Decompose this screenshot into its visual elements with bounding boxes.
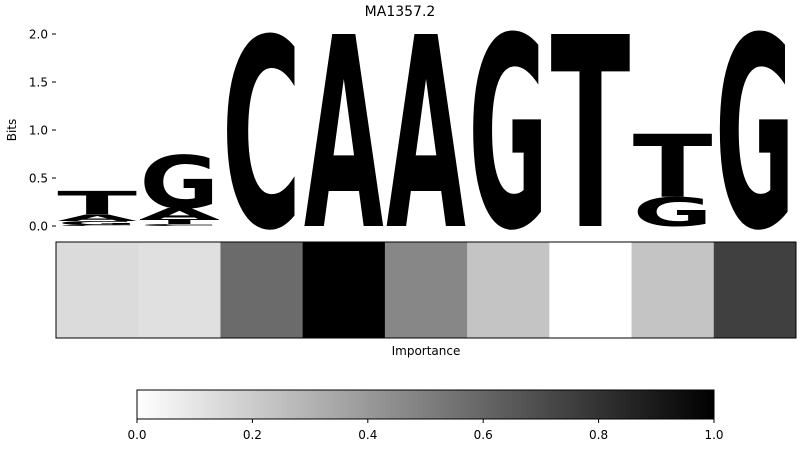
logo-letter-T: T	[551, 0, 631, 289]
heatmap-cell	[631, 242, 715, 338]
logo-letter-A: A	[386, 0, 466, 289]
logo-letter-T: T	[139, 218, 219, 226]
heatmap-cell	[220, 242, 304, 338]
heatmap-cell	[302, 242, 386, 338]
logo-letter-A: A	[139, 205, 219, 223]
heatmap-cell	[713, 242, 797, 338]
heatmap-cells	[56, 242, 797, 338]
logo-letter-G: G	[633, 190, 713, 236]
colorbar-tick-label: 0.6	[474, 428, 493, 442]
colorbar-tick-label: 0.0	[127, 428, 146, 442]
logo-letter-C: C	[57, 225, 137, 227]
logo-letter-T: T	[633, 117, 713, 218]
logo-y-tick-label: 0.0	[29, 220, 48, 234]
logo-letter-A: A	[304, 0, 384, 289]
logo-y-tick-label: 2.0	[29, 28, 48, 42]
colorbar-tick-label: 0.2	[243, 428, 262, 442]
logo-y-axis: 0.0 0.5 1.0 1.5 2.0	[29, 28, 56, 234]
colorbar-tick-label: 1.0	[704, 428, 723, 442]
logo-title: MA1357.2	[365, 4, 436, 20]
logo-letter-A: A	[57, 213, 137, 224]
colorbar-ticks: 0.0 0.2 0.4 0.6 0.8 1.0	[127, 419, 724, 442]
logo-y-axis-label: Bits	[5, 119, 19, 142]
logo-letter-T: T	[57, 186, 137, 223]
logo-y-tick-label: 0.5	[29, 172, 48, 186]
heatmap-frame	[55, 241, 797, 339]
heatmap-x-axis-label: Importance	[392, 344, 461, 358]
logo-letter-C: C	[222, 0, 302, 289]
logo-letter-C: C	[139, 224, 219, 227]
colorbar-tick-label: 0.8	[589, 428, 608, 442]
colorbar-gradient	[136, 389, 715, 420]
heatmap-cell	[549, 242, 633, 338]
heatmap-cell	[384, 242, 468, 338]
logo-y-tick-label: 1.0	[29, 124, 48, 138]
heatmap-cell	[56, 242, 139, 338]
heatmap-cell	[138, 242, 221, 338]
logo-y-tick-label: 1.5	[29, 76, 48, 90]
importance-heatmap: Importance	[55, 241, 797, 358]
logo-letter-G: G	[715, 0, 795, 288]
colorbar: 0.0 0.2 0.4 0.6 0.8 1.0	[127, 389, 724, 442]
logo-letter-G: G	[468, 0, 548, 288]
logo-letter-G: G	[139, 141, 219, 226]
logo-letter-G: G	[57, 220, 137, 226]
colorbar-tick-label: 0.4	[358, 428, 377, 442]
heatmap-cell	[467, 242, 550, 338]
